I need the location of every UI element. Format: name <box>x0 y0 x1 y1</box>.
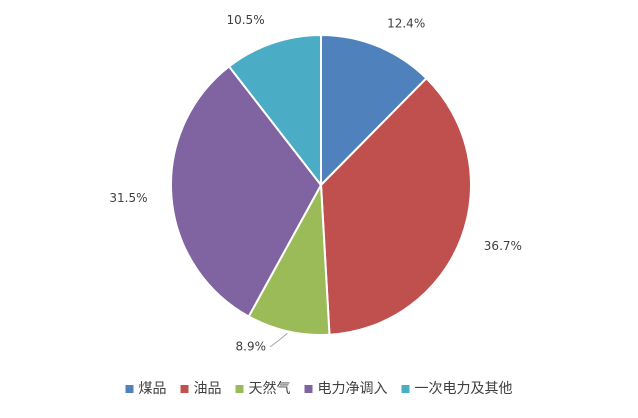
pie-slice-1 <box>320 33 428 188</box>
legend-swatch <box>401 385 410 393</box>
slice-value-label: 10.5% <box>226 13 264 27</box>
legend-label: 电力净调入 <box>318 381 388 397</box>
slice-value-label: 36.7% <box>484 239 522 253</box>
slice-value-label: 8.9% <box>236 340 267 354</box>
legend-item: 煤品 <box>125 381 167 397</box>
legend-label: 一次电力及其他 <box>415 381 513 397</box>
pie-slice-2 <box>319 76 472 336</box>
slice-value-label: 31.5% <box>109 191 147 205</box>
data-labels: 12.4% 36.7% 8.9% 31.5% 10.5% <box>109 13 522 354</box>
leader-lines <box>269 332 288 348</box>
legend-item: 天然气 <box>235 380 291 397</box>
legend-swatch <box>235 385 244 393</box>
legend-item: 电力净调入 <box>304 381 388 397</box>
slice-value-label: 12.4% <box>387 17 425 31</box>
leader-line <box>269 332 288 348</box>
legend-swatch <box>180 385 189 393</box>
pie-slice-4 <box>170 65 323 318</box>
legend-label: 天然气 <box>249 380 291 397</box>
legend-label: 油品 <box>194 381 222 397</box>
legend-item: 一次电力及其他 <box>401 381 513 397</box>
legend: 煤品 油品 天然气 电力净调入 一次电力及其他 <box>125 380 513 397</box>
legend-label: 煤品 <box>139 381 167 397</box>
pie-slices <box>170 33 472 336</box>
legend-swatch <box>125 385 134 393</box>
pie-slice-5 <box>227 33 322 188</box>
pie-slice-3 <box>247 181 331 336</box>
legend-swatch <box>304 385 313 393</box>
legend-item: 油品 <box>180 381 222 397</box>
